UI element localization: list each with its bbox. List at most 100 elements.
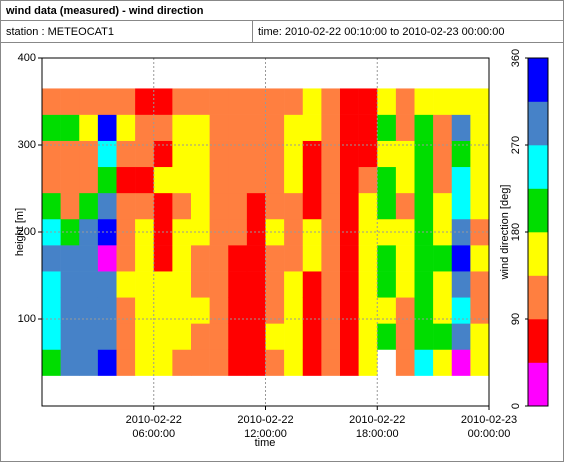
heatmap-cell [228,88,248,115]
heatmap-cell [153,114,173,141]
heatmap-cell [395,271,415,298]
heatmap-cell [246,166,266,194]
heatmap-cell [116,114,136,141]
heatmap-cell [433,166,453,194]
heatmap-cell [172,297,192,324]
heatmap-cell [358,349,378,376]
heatmap-cell [321,114,341,141]
heatmap-cell [97,323,117,350]
heatmap-cell [321,192,341,220]
heatmap-cell [358,114,378,141]
heatmap-cell [42,192,61,220]
heatmap-cell [451,218,471,246]
heatmap-cell [191,271,210,298]
heatmap-cell [153,349,173,376]
heatmap-cell [284,166,304,194]
heatmap-cell [135,88,155,115]
heatmap-cell [42,297,61,324]
heatmap-cell [246,140,266,168]
colorbar-tick-label: 360 [510,49,522,67]
time-range: time: 2010-02-22 00:10:00 to 2010-02-23 … [258,26,504,38]
heatmap-cell [414,349,434,376]
heatmap-cell [228,271,248,298]
heatmap-cell [79,88,99,115]
heatmap-cell [246,114,266,141]
heatmap-cell [228,349,248,376]
plot-border [41,57,490,407]
heatmap-cell [116,218,136,246]
heatmap-cell [451,114,471,141]
heatmap-cell [470,297,490,324]
heatmap-cell [377,114,397,141]
heatmap-cell [302,88,322,115]
heatmap-cell [135,271,155,298]
heatmap-cell [191,323,210,350]
heatmap-cell [42,271,61,298]
heatmap-cell [228,323,248,350]
colorbar-swatch [528,188,548,233]
heatmap-cell [97,114,117,141]
heatmap-cell [284,271,304,298]
heatmap-cell [451,349,471,376]
heatmap-cell [116,88,136,115]
heatmap-cell [246,88,266,115]
heatmap-cell [340,114,359,141]
heatmap-cell [209,297,229,324]
heatmap-cell [116,192,136,220]
heatmap-cell [153,245,173,272]
heatmap-cell [191,297,210,324]
heatmap-cell [172,192,192,220]
heatmap-cell [265,349,285,376]
heatmap-cell [377,323,397,350]
heatmap-cell [172,114,192,141]
heatmap-cell [209,88,229,115]
heatmap-cell [302,349,322,376]
heatmap-cell [191,349,210,376]
x-tick-label: 2010-02-23 00:00:00 [461,414,517,440]
heatmap-cell [60,192,80,220]
heatmap-cell [302,271,322,298]
heatmap-cell [321,349,341,376]
heatmap-cell [340,271,359,298]
heatmap-cell [191,245,210,272]
heatmap-cell [209,140,229,168]
heatmap-cell [433,323,453,350]
heatmap-cell [433,114,453,141]
heatmap-cell [79,271,99,298]
heatmap-cell [79,297,99,324]
heatmap-cell [451,88,471,115]
heatmap-cell [42,245,61,272]
heatmap-cell [116,166,136,194]
heatmap-cell [60,140,80,168]
heatmap-cell [60,297,80,324]
heatmap-cell [358,218,378,246]
heatmap-cell [60,114,80,141]
heatmap-cell [60,323,80,350]
heatmap-cell [265,271,285,298]
heatmap-cell [470,88,490,115]
heatmap-cell [265,297,285,324]
y-tick-label: 300 [18,139,36,151]
heatmap-cell [79,166,99,194]
heatmap-cell [414,245,434,272]
heatmap-cell [246,297,266,324]
heatmap-cell [470,323,490,350]
heatmap-cell [414,140,434,168]
heatmap-cell [265,192,285,220]
heatmap-cell [135,192,155,220]
heatmap-cell [395,140,415,168]
heatmap-cell [414,88,434,115]
heatmap-cell [340,166,359,194]
colorbar-swatch [528,232,548,276]
heatmap-cell [377,271,397,298]
heatmap-cell [377,192,397,220]
heatmap-cell [172,271,192,298]
heatmap-cell [265,323,285,350]
colorbar-tick-label: 180 [510,223,522,241]
heatmap-cell [42,166,61,194]
y-tick-label: 100 [18,313,36,325]
heatmap-cell [42,114,61,141]
heatmap-cell [377,140,397,168]
heatmap-cell [265,245,285,272]
